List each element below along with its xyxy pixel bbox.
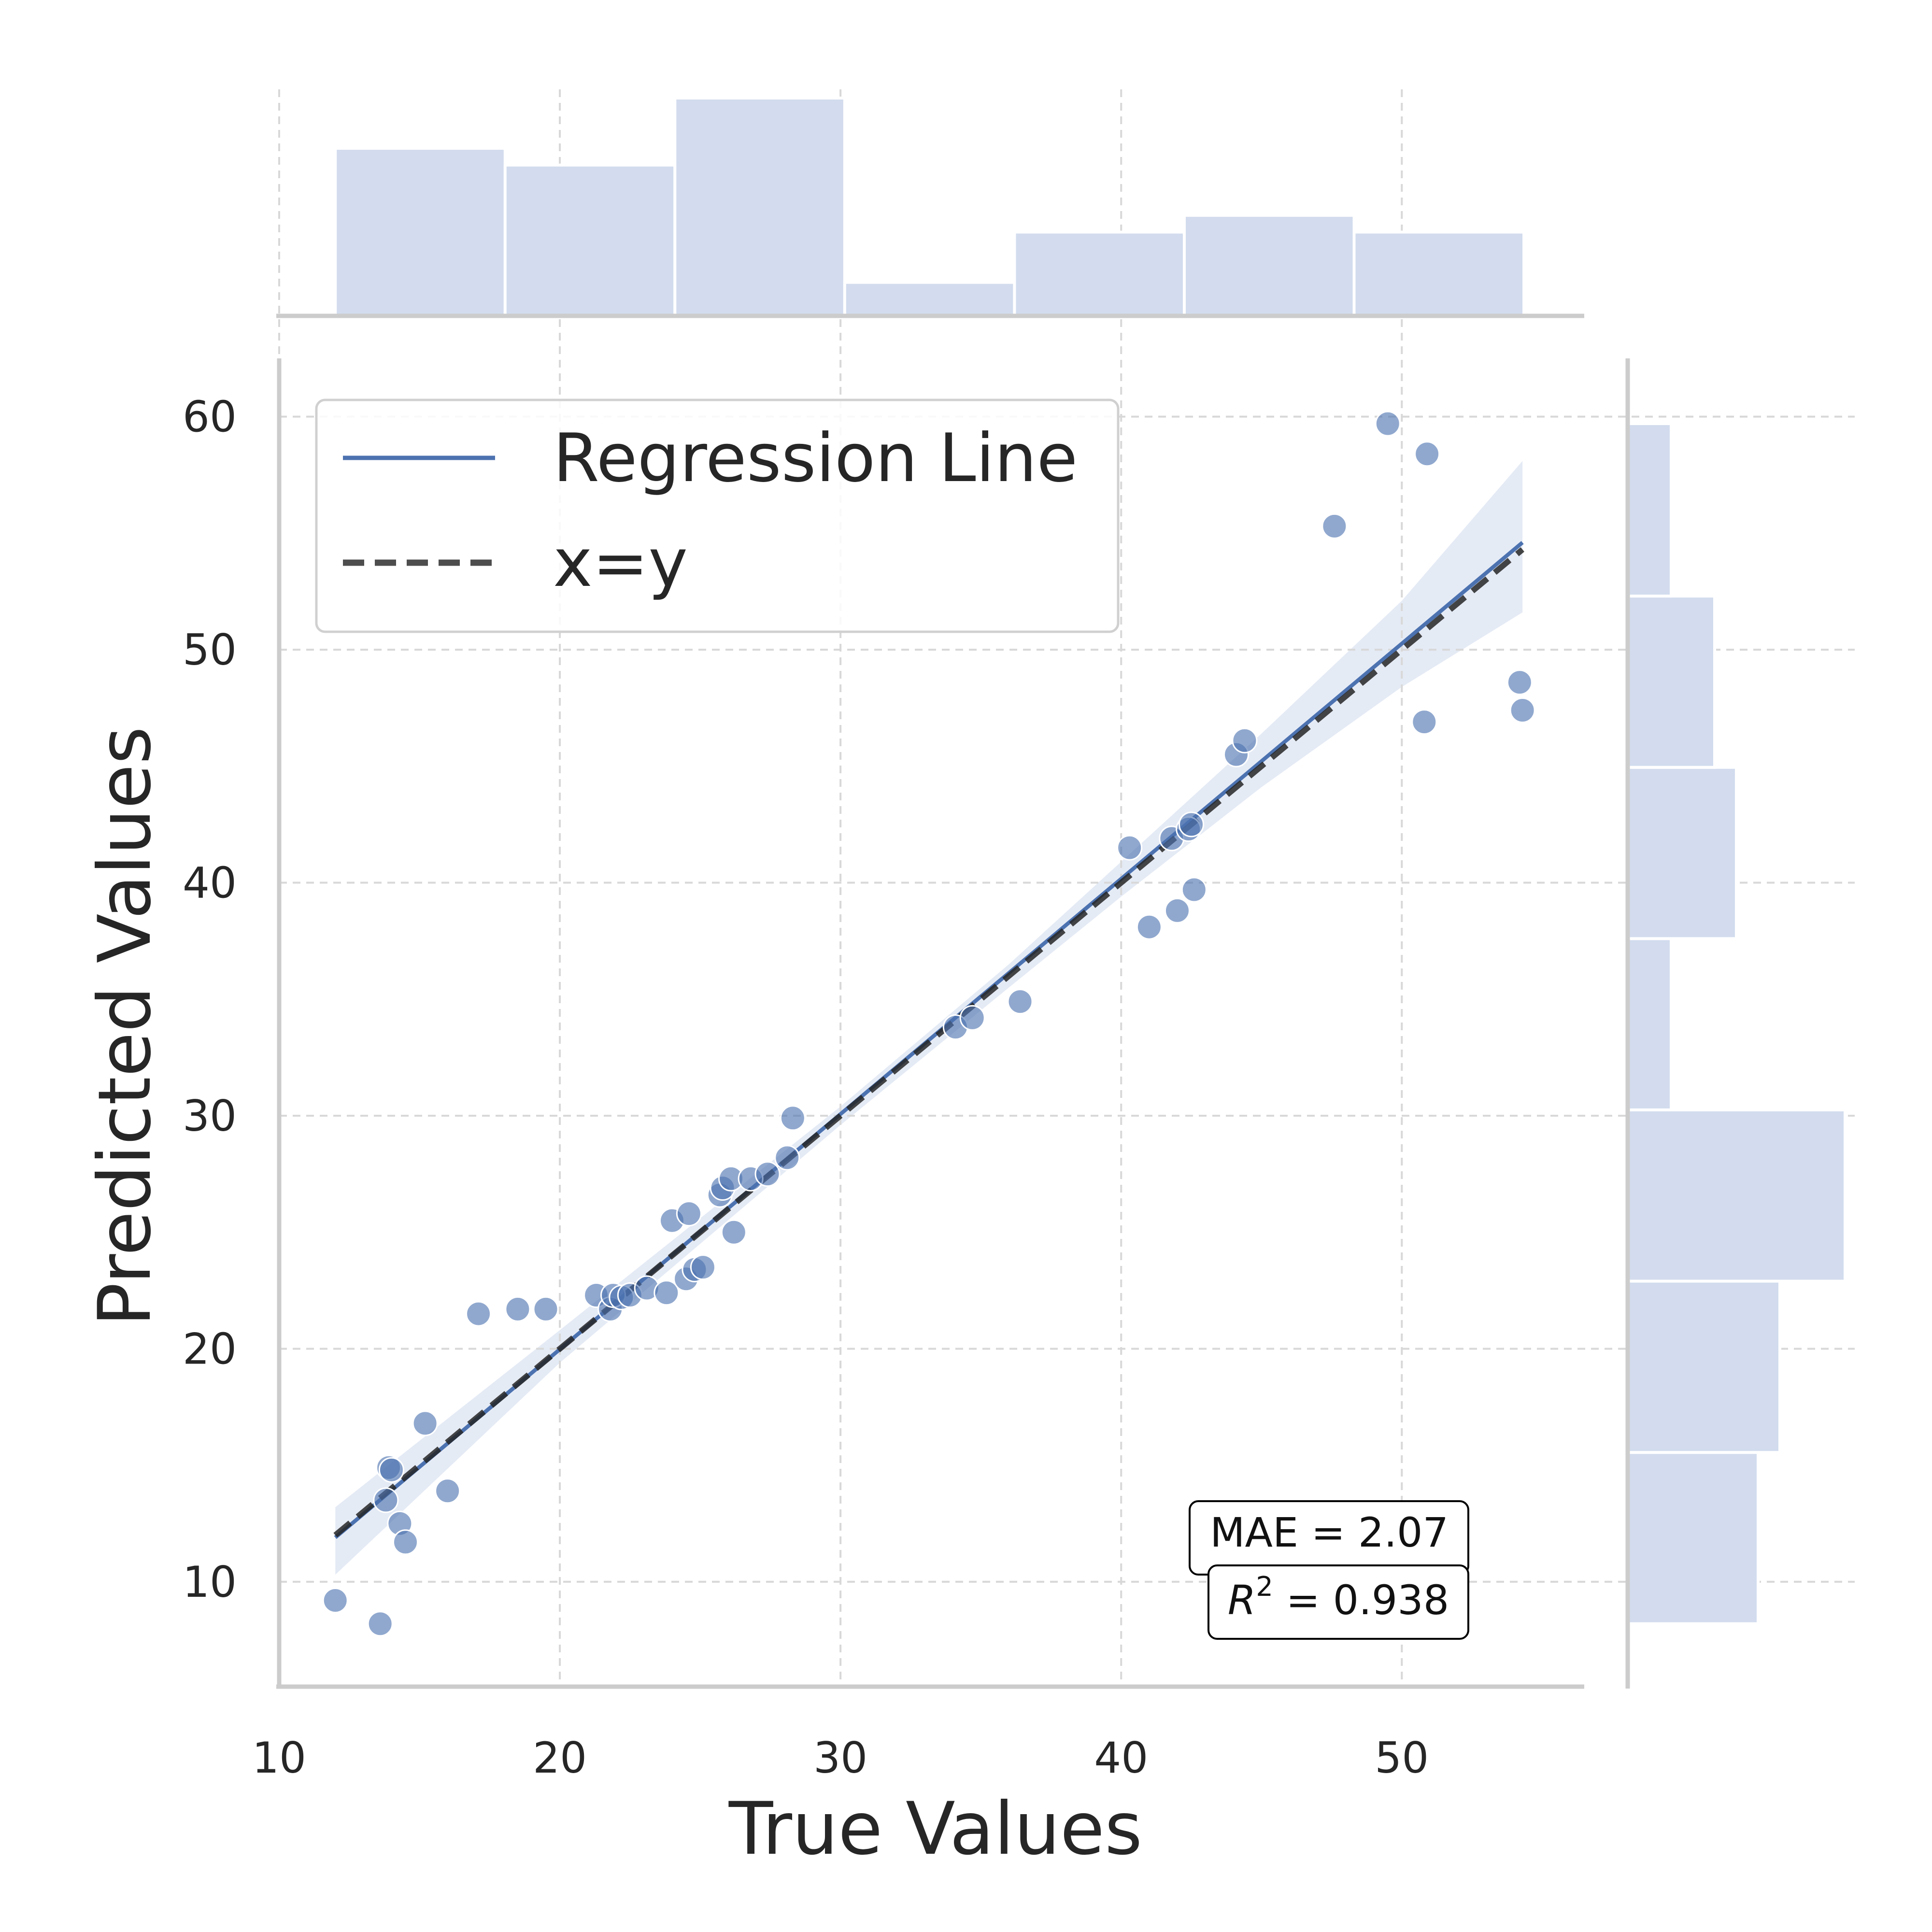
right-histogram-bar bbox=[1626, 766, 1738, 940]
scatter-point bbox=[676, 1201, 702, 1227]
top-histogram-bar bbox=[673, 97, 846, 317]
scatter-point bbox=[412, 1410, 438, 1436]
scatter-point bbox=[322, 1587, 348, 1613]
scatter-point bbox=[1506, 669, 1533, 696]
scatter-point bbox=[533, 1296, 559, 1322]
scatter-point bbox=[1321, 513, 1348, 539]
r2-box-frame bbox=[1208, 1564, 1469, 1640]
tick-labels: 10 20 30 40 50 10 20 30 40 50 60 bbox=[183, 392, 1429, 1783]
lines-layer bbox=[333, 541, 1524, 1539]
r2-text: R2 = 0.938 bbox=[1228, 1571, 1449, 1624]
right-histogram-bar bbox=[1626, 937, 1673, 1111]
scatter-point bbox=[378, 1457, 404, 1483]
right-histogram-bar bbox=[1626, 1108, 1847, 1283]
legend-frame bbox=[315, 398, 1120, 633]
mae-text: MAE = 2.07 bbox=[1210, 1509, 1449, 1556]
y-tick-label: 60 bbox=[183, 392, 237, 442]
y-tick-label: 10 bbox=[183, 1557, 237, 1607]
y-tick-label: 50 bbox=[183, 625, 237, 675]
right-histogram-bar bbox=[1626, 1451, 1760, 1625]
top-histogram bbox=[334, 97, 1526, 317]
top-histogram-bar bbox=[334, 147, 507, 317]
x-tick-label: 20 bbox=[533, 1733, 587, 1783]
top-histogram-bar bbox=[1352, 230, 1526, 317]
mae-box: MAE = 2.07 bbox=[1189, 1500, 1469, 1576]
regression-line bbox=[334, 541, 1524, 1539]
scatter-point bbox=[373, 1487, 399, 1513]
legend-regression-label: Regression Line bbox=[553, 419, 1078, 497]
grid-layer bbox=[278, 89, 1855, 1687]
right-histogram-bar bbox=[1626, 595, 1716, 769]
r2-exponent: 2 bbox=[1256, 1571, 1273, 1603]
r2-value: = 0.938 bbox=[1273, 1577, 1449, 1624]
scatter-point bbox=[1181, 877, 1207, 903]
scatter-point bbox=[1232, 727, 1258, 753]
scatter-point bbox=[1375, 411, 1401, 437]
scatter-point bbox=[1136, 914, 1162, 940]
scatter-point bbox=[435, 1478, 461, 1504]
top-histogram-bar bbox=[1013, 230, 1186, 317]
x-tick-label: 30 bbox=[813, 1733, 867, 1783]
scatter-point bbox=[466, 1301, 492, 1327]
scatter-point bbox=[721, 1219, 747, 1245]
scatter-point bbox=[1414, 441, 1440, 467]
axes-layer bbox=[276, 313, 1630, 1689]
scatter-point bbox=[1007, 989, 1033, 1015]
scatter-point bbox=[959, 1005, 985, 1031]
x-tick-label: 40 bbox=[1094, 1733, 1148, 1783]
scatter-point bbox=[774, 1145, 800, 1171]
scatter-point bbox=[690, 1254, 716, 1280]
top-histogram-bar bbox=[1182, 213, 1356, 317]
scatter-point bbox=[1164, 897, 1190, 923]
scatter-points bbox=[322, 411, 1535, 1637]
scatter-point bbox=[780, 1105, 806, 1131]
right-histogram-bar bbox=[1626, 422, 1673, 598]
top-histogram-bar bbox=[503, 163, 677, 317]
scatter-point bbox=[653, 1280, 680, 1306]
legend: Regression Line x=y bbox=[315, 398, 1120, 633]
scatter-point bbox=[1411, 709, 1437, 735]
legend-identity-label: x=y bbox=[553, 524, 688, 602]
scatter-point bbox=[505, 1296, 531, 1322]
y-tick-label: 40 bbox=[183, 858, 237, 908]
identity-line bbox=[333, 547, 1524, 1538]
scatter-point bbox=[1509, 697, 1535, 724]
top-histogram-bar bbox=[843, 281, 1016, 317]
y-tick-label: 20 bbox=[183, 1324, 237, 1374]
scatter-point bbox=[1117, 835, 1143, 861]
r2-symbol: R bbox=[1228, 1577, 1256, 1624]
r2-box: R2 = 0.938 bbox=[1208, 1564, 1469, 1640]
scatter-point bbox=[367, 1611, 393, 1637]
x-tick-label: 10 bbox=[252, 1733, 306, 1783]
scatter-point bbox=[1178, 811, 1204, 838]
x-tick-label: 50 bbox=[1375, 1733, 1429, 1783]
scatter-point bbox=[392, 1529, 418, 1555]
right-histogram-bar bbox=[1626, 1279, 1781, 1454]
x-axis-title: True Values bbox=[728, 1787, 1142, 1871]
y-axis-title: Predicted Values bbox=[83, 726, 167, 1326]
right-histogram bbox=[1626, 422, 1847, 1625]
scatter-point bbox=[754, 1161, 781, 1187]
y-tick-label: 30 bbox=[183, 1091, 237, 1141]
